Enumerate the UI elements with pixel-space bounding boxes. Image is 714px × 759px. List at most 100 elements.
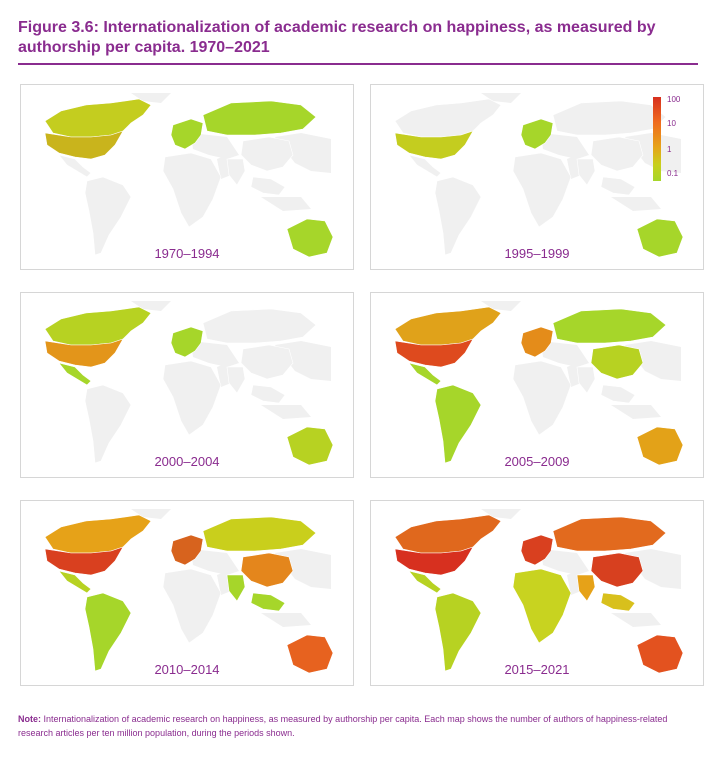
region-mx bbox=[408, 570, 442, 594]
legend-gradient bbox=[653, 97, 661, 181]
world-map bbox=[44, 509, 334, 674]
region-ru bbox=[552, 100, 667, 136]
region-sa bbox=[434, 176, 482, 256]
region-au bbox=[286, 218, 334, 258]
region-na bbox=[44, 98, 152, 138]
region-us bbox=[394, 338, 474, 368]
region-mx bbox=[408, 362, 442, 386]
region-us bbox=[394, 130, 474, 160]
land-nodata bbox=[261, 613, 311, 627]
period-label: 2015–2021 bbox=[504, 662, 570, 677]
land-nodata bbox=[131, 93, 171, 103]
figure-title: Figure 3.6: Internationalization of acad… bbox=[18, 19, 656, 56]
land-nodata bbox=[261, 197, 311, 211]
region-eu bbox=[520, 118, 554, 150]
region-af bbox=[162, 360, 222, 436]
legend-tick-label: 100 bbox=[667, 95, 681, 104]
region-us bbox=[44, 546, 124, 576]
region-us bbox=[44, 130, 124, 160]
land-nodata bbox=[191, 549, 239, 575]
land-nodata bbox=[261, 405, 311, 419]
map-panel: 2015–2021 bbox=[370, 500, 704, 686]
region-sea bbox=[600, 176, 636, 196]
region-in bbox=[576, 366, 596, 394]
region-in bbox=[226, 574, 246, 602]
region-sa bbox=[84, 384, 132, 464]
land-nodata bbox=[611, 613, 661, 627]
note-label: Note: bbox=[18, 714, 41, 724]
map-panel: 1995–1999 100 10 1 0.1 bbox=[370, 84, 704, 270]
world-map bbox=[394, 509, 684, 674]
region-in bbox=[576, 574, 596, 602]
region-eu bbox=[520, 534, 554, 566]
region-na bbox=[394, 98, 502, 138]
region-sa bbox=[84, 176, 132, 256]
region-eu bbox=[520, 326, 554, 358]
land-nodata bbox=[131, 301, 171, 311]
region-cn bbox=[590, 552, 644, 588]
region-mx bbox=[58, 570, 92, 594]
region-na bbox=[394, 306, 502, 346]
region-ru bbox=[552, 516, 667, 552]
region-au bbox=[636, 426, 684, 466]
land-nodata bbox=[481, 301, 521, 311]
period-label: 1970–1994 bbox=[154, 246, 220, 261]
period-label: 1995–1999 bbox=[504, 246, 570, 261]
land-nodata bbox=[131, 509, 171, 519]
legend-tick-label: 1 bbox=[667, 145, 672, 154]
region-au bbox=[636, 218, 684, 258]
region-mx bbox=[58, 154, 92, 178]
map-panel: 2010–2014 bbox=[20, 500, 354, 686]
region-ru bbox=[202, 516, 317, 552]
region-sa bbox=[84, 592, 132, 672]
region-cn bbox=[240, 344, 294, 380]
region-eu bbox=[170, 534, 204, 566]
region-sea bbox=[250, 176, 286, 196]
region-sea bbox=[250, 384, 286, 404]
region-sa bbox=[434, 592, 482, 672]
legend-tick-label: 0.1 bbox=[667, 169, 679, 178]
land-nodata bbox=[611, 405, 661, 419]
region-af bbox=[162, 152, 222, 228]
title-divider bbox=[18, 63, 698, 65]
region-cn bbox=[590, 136, 644, 172]
region-au bbox=[636, 634, 684, 674]
period-label: 2010–2014 bbox=[154, 662, 220, 677]
region-af bbox=[512, 360, 572, 436]
region-eu bbox=[170, 326, 204, 358]
land-nodata bbox=[191, 341, 239, 367]
period-label: 2005–2009 bbox=[504, 454, 570, 469]
region-mx bbox=[58, 362, 92, 386]
region-mx bbox=[408, 154, 442, 178]
region-ru bbox=[552, 308, 667, 344]
land-nodata bbox=[481, 93, 521, 103]
world-map bbox=[394, 93, 684, 258]
land-nodata bbox=[541, 341, 589, 367]
region-us bbox=[394, 546, 474, 576]
world-map bbox=[44, 301, 334, 466]
region-sa bbox=[434, 384, 482, 464]
region-na bbox=[394, 514, 502, 554]
color-legend: 100 10 1 0.1 bbox=[653, 95, 693, 185]
note-text: Internationalization of academic researc… bbox=[18, 714, 668, 738]
region-na bbox=[44, 306, 152, 346]
legend-tick-label: 10 bbox=[667, 119, 676, 128]
region-cn bbox=[590, 344, 644, 380]
region-in bbox=[576, 158, 596, 186]
region-cn bbox=[240, 136, 294, 172]
region-af bbox=[512, 568, 572, 644]
world-map bbox=[394, 301, 684, 466]
region-sea bbox=[600, 384, 636, 404]
map-panel: 1970–1994 bbox=[20, 84, 354, 270]
world-map bbox=[44, 93, 334, 258]
figure-note: Note: Internationalization of academic r… bbox=[18, 712, 702, 740]
region-cn bbox=[240, 552, 294, 588]
region-au bbox=[286, 426, 334, 466]
region-ru bbox=[202, 308, 317, 344]
region-au bbox=[286, 634, 334, 674]
region-in bbox=[226, 366, 246, 394]
land-nodata bbox=[541, 133, 589, 159]
region-sea bbox=[250, 592, 286, 612]
region-af bbox=[512, 152, 572, 228]
land-nodata bbox=[191, 133, 239, 159]
